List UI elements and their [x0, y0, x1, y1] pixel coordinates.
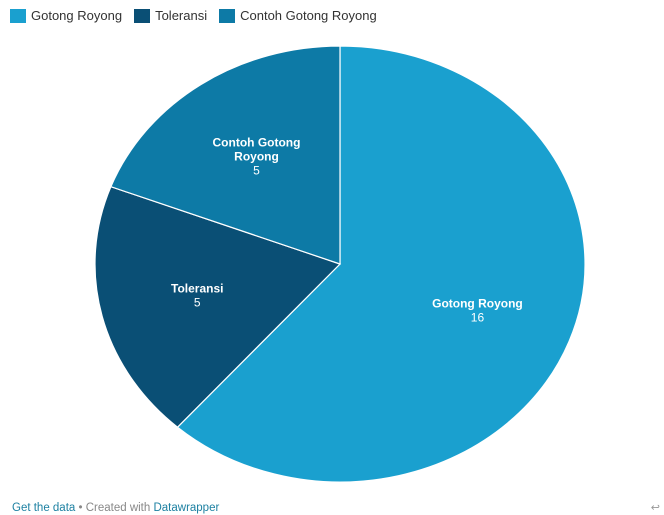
footer: Get the data • Created with Datawrapper: [12, 502, 219, 514]
legend-label: Toleransi: [155, 8, 208, 23]
pie-slices: [94, 45, 586, 483]
legend-item-contoh-gotong-royong: Contoh Gotong Royong: [219, 8, 377, 23]
arrow-left-icon[interactable]: ↩: [650, 502, 660, 514]
datawrapper-link[interactable]: Datawrapper: [153, 502, 220, 514]
pie-slice-gotong-royong[interactable]: [176, 45, 586, 483]
legend-item-toleransi: Toleransi: [134, 8, 207, 23]
legend-swatch: [219, 8, 236, 23]
pie-slice-contoh-gotong-royong[interactable]: [110, 45, 341, 265]
slice-label: Gotong Royong 16: [432, 296, 523, 324]
legend: Gotong Royong Toleransi Contoh Gotong Ro…: [10, 8, 389, 23]
slice-label-name: Royong: [234, 149, 279, 163]
legend-label: Gotong Royong: [31, 8, 123, 23]
footer-created-with: • Created with: [75, 502, 154, 514]
legend-swatch: [134, 8, 151, 23]
slice-label: Contoh Gotong Royong 5: [213, 135, 301, 177]
slice-label-name: Gotong Royong: [432, 296, 523, 310]
legend-item-gotong-royong: Gotong Royong: [10, 8, 122, 23]
slice-label-name: Contoh Gotong: [213, 135, 301, 149]
pie-slice-toleransi[interactable]: [94, 185, 342, 428]
legend-label: Contoh Gotong Royong: [240, 8, 377, 23]
get-data-link[interactable]: Get the data: [12, 502, 76, 514]
slice-label-value: 5: [253, 163, 260, 177]
slice-label: Toleransi 5: [171, 281, 223, 309]
slice-label-value: 5: [194, 295, 201, 309]
legend-swatch: [10, 8, 26, 23]
slice-label-value: 16: [471, 310, 485, 324]
slice-label-name: Toleransi: [171, 281, 223, 295]
